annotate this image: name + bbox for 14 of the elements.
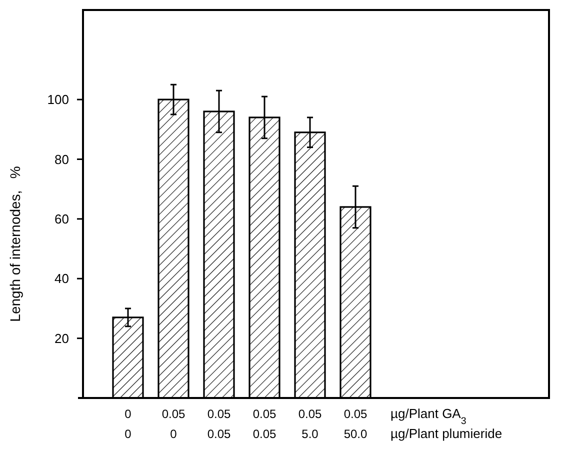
text: µg/Plant plumieride	[390, 426, 502, 441]
x-tick-label: 0.05 50.0	[344, 407, 368, 441]
y-tick-label: 20	[54, 330, 69, 346]
x-tick-label: 0.05 5.0	[298, 407, 322, 441]
y-tick-label: 60	[54, 211, 69, 226]
x-tick-label: 0.05 0.05	[207, 407, 231, 441]
x-tick-label: 0 0	[124, 407, 132, 441]
y-tick-label: 80	[54, 152, 69, 167]
x-tick-label: 0.05 0	[162, 407, 186, 441]
y-tick-label: 100	[47, 92, 69, 108]
y-tick-label: 40	[54, 271, 69, 286]
y-axis-title: Length of internodes, %	[7, 166, 23, 322]
text: µg/Plant GA$_{3}$	[390, 406, 466, 426]
x-tick-label: 0.05 0.05	[252, 407, 276, 441]
